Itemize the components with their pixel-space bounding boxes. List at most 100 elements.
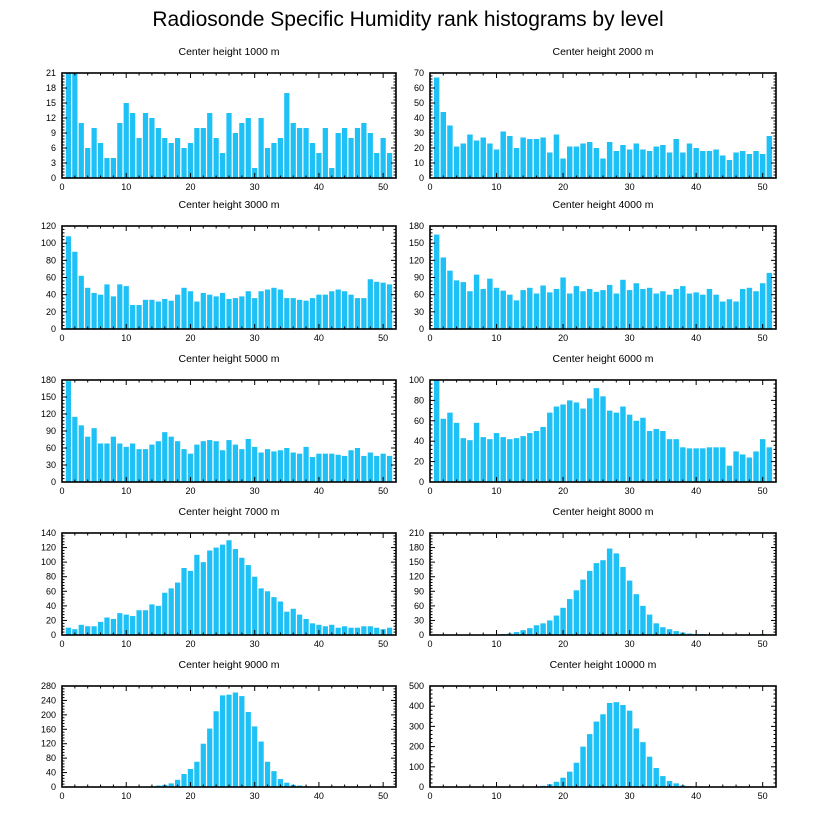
x-tick-label: 40 <box>691 639 701 649</box>
bar <box>380 138 386 178</box>
panel-title: Center height 8000 m <box>553 506 654 518</box>
x-tick-label: 40 <box>691 791 701 801</box>
bar <box>264 761 271 787</box>
bar <box>290 452 296 482</box>
bar <box>386 455 393 482</box>
bar <box>316 624 322 635</box>
bar <box>200 562 206 635</box>
y-tick-label: 18 <box>46 83 56 93</box>
y-tick-label: 60 <box>46 443 56 453</box>
bar <box>640 149 646 178</box>
y-tick-label: 40 <box>46 768 56 778</box>
bar <box>467 440 473 482</box>
bar <box>386 284 393 329</box>
bar <box>473 140 480 178</box>
bar <box>480 437 486 482</box>
bar <box>226 298 232 329</box>
bar <box>162 138 168 178</box>
bar <box>207 440 213 482</box>
x-tick-label: 50 <box>378 182 388 192</box>
x-tick-label: 50 <box>378 791 388 801</box>
bar <box>580 143 586 178</box>
y-tick-label: 0 <box>419 782 424 792</box>
bar <box>507 439 513 482</box>
bar <box>65 236 72 329</box>
y-tick-label: 180 <box>41 375 56 385</box>
bar <box>123 446 129 482</box>
bar <box>187 570 194 635</box>
bar <box>533 431 540 482</box>
bar <box>322 128 328 178</box>
bar <box>297 299 303 329</box>
bar <box>480 288 486 329</box>
bar <box>567 771 573 787</box>
bar <box>226 540 232 635</box>
bar <box>653 146 659 178</box>
bar <box>309 623 316 635</box>
bar <box>660 431 666 482</box>
bar <box>447 412 453 482</box>
bar <box>219 450 226 482</box>
bar <box>194 128 200 178</box>
bar <box>303 618 309 635</box>
bar <box>626 414 633 482</box>
bar <box>673 631 679 635</box>
bar <box>766 136 773 178</box>
x-tick-label: 0 <box>59 791 64 801</box>
bar <box>540 285 546 329</box>
bar <box>660 627 666 635</box>
bar <box>386 627 393 635</box>
bar <box>740 151 746 178</box>
bar <box>136 304 142 329</box>
bar <box>573 402 580 482</box>
bar <box>640 417 646 482</box>
bar <box>433 77 440 178</box>
bar <box>130 443 136 482</box>
y-tick-label: 400 <box>409 701 424 711</box>
bar <box>513 148 520 178</box>
y-tick-label: 100 <box>41 238 56 248</box>
bar <box>686 143 693 178</box>
bar <box>303 128 309 178</box>
bar <box>487 278 493 329</box>
bar <box>284 93 290 178</box>
y-tick-label: 0 <box>419 477 424 487</box>
bar <box>245 118 251 178</box>
x-tick-label: 10 <box>492 639 502 649</box>
x-tick-label: 20 <box>558 182 568 192</box>
y-tick-label: 0 <box>51 173 56 183</box>
bar <box>759 154 766 178</box>
bar <box>620 279 626 329</box>
bar <box>680 152 686 178</box>
bar <box>593 291 600 329</box>
y-tick-label: 12 <box>46 113 56 123</box>
bar <box>646 614 653 635</box>
y-tick-label: 60 <box>414 601 424 611</box>
bar <box>130 616 136 635</box>
y-tick-label: 60 <box>46 586 56 596</box>
y-tick-label: 150 <box>41 392 56 402</box>
bar <box>322 294 328 329</box>
bar <box>155 605 161 635</box>
y-tick-label: 140 <box>41 528 56 538</box>
bar <box>354 627 361 635</box>
bar <box>252 298 258 329</box>
y-tick-label: 0 <box>51 324 56 334</box>
y-tick-label: 90 <box>414 273 424 283</box>
bar <box>252 576 258 635</box>
bar <box>258 291 264 329</box>
y-tick-label: 40 <box>414 436 424 446</box>
y-tick-label: 0 <box>51 477 56 487</box>
bar <box>322 626 328 635</box>
bar <box>258 118 264 178</box>
bar <box>117 123 123 178</box>
bar <box>374 153 380 178</box>
bar <box>460 143 466 178</box>
bar <box>316 153 322 178</box>
bar <box>329 291 335 329</box>
bar <box>586 398 593 482</box>
x-tick-label: 20 <box>185 791 195 801</box>
x-tick-label: 50 <box>758 639 768 649</box>
bar <box>97 621 104 635</box>
